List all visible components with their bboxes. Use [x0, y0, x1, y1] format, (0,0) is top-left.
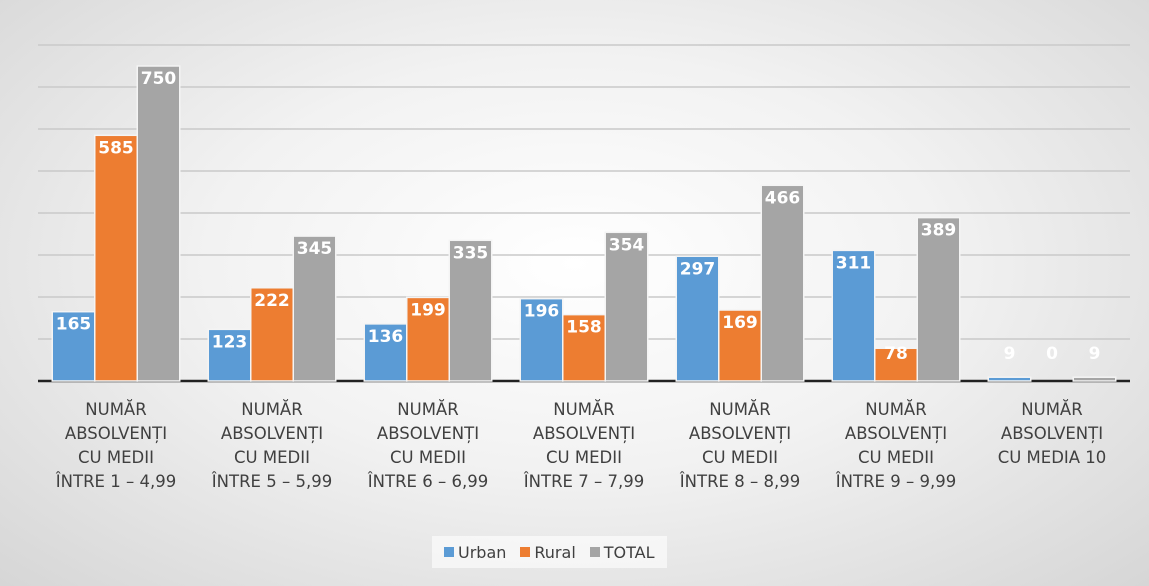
bar [916, 216, 961, 382]
data-label: 311 [836, 253, 872, 273]
bar [207, 328, 252, 382]
data-label: 199 [410, 300, 446, 320]
x-tick-label: NUMĂR ABSOLVENȚI CU MEDII ÎNTRE 7 – 7,99 [523, 400, 645, 491]
legend-label: Rural [534, 542, 576, 562]
x-tick-label: NUMĂR ABSOLVENȚI CU MEDII ÎNTRE 1 – 4,99 [55, 400, 177, 491]
data-label: 9 [1004, 344, 1016, 364]
bar [675, 255, 720, 382]
bar [760, 184, 805, 382]
legend: Urban Rural TOTAL [432, 536, 667, 568]
x-tick-label: NUMĂR ABSOLVENȚI CU MEDII ÎNTRE 8 – 8,99 [679, 400, 801, 491]
x-tick-label: NUMĂR ABSOLVENȚI CU MEDII ÎNTRE 6 – 6,99 [367, 400, 489, 491]
legend-label: TOTAL [603, 542, 655, 562]
data-label: 196 [524, 302, 560, 322]
legend-swatch [520, 547, 531, 557]
data-label: 466 [765, 188, 801, 208]
data-label: 165 [56, 315, 92, 335]
data-label: 158 [566, 318, 602, 338]
bar [562, 313, 606, 382]
x-tick-label: NUMĂR ABSOLVENȚI CU MEDII ÎNTRE 9 – 9,99 [835, 400, 957, 491]
bar [292, 235, 337, 382]
data-label: 222 [254, 291, 290, 311]
bar [519, 297, 564, 382]
data-label: 78 [884, 344, 908, 364]
data-label: 9 [1089, 344, 1101, 364]
bar [831, 249, 876, 382]
data-label: 389 [921, 221, 957, 241]
data-label: 750 [141, 69, 177, 89]
legend-label: Urban [458, 542, 507, 562]
data-label: 169 [722, 313, 758, 333]
bar [448, 239, 493, 382]
bar [1072, 376, 1117, 382]
x-tick-label: NUMĂR ABSOLVENȚI CU MEDIA 10 [997, 400, 1107, 467]
bar [136, 65, 181, 382]
x-tick-label: NUMĂR ABSOLVENȚI CU MEDII ÎNTRE 5 – 5,99 [211, 400, 333, 491]
data-label: 123 [212, 332, 248, 352]
legend-swatch [589, 547, 600, 557]
legend-item: Rural [520, 542, 576, 562]
bar [604, 231, 649, 382]
data-label: 585 [98, 138, 134, 158]
legend-item: TOTAL [589, 542, 655, 562]
data-label: 354 [609, 235, 645, 255]
legend-swatch [444, 547, 454, 557]
data-label: 345 [297, 239, 333, 259]
bar [250, 287, 294, 382]
data-label: 335 [453, 243, 489, 263]
bar [987, 376, 1032, 382]
bar [94, 134, 138, 382]
legend-item: Urban [444, 543, 506, 562]
bar [363, 323, 408, 382]
data-label: 136 [368, 327, 404, 347]
data-label: 297 [680, 259, 716, 279]
data-label: 0 [1046, 344, 1058, 364]
bar [406, 296, 450, 382]
